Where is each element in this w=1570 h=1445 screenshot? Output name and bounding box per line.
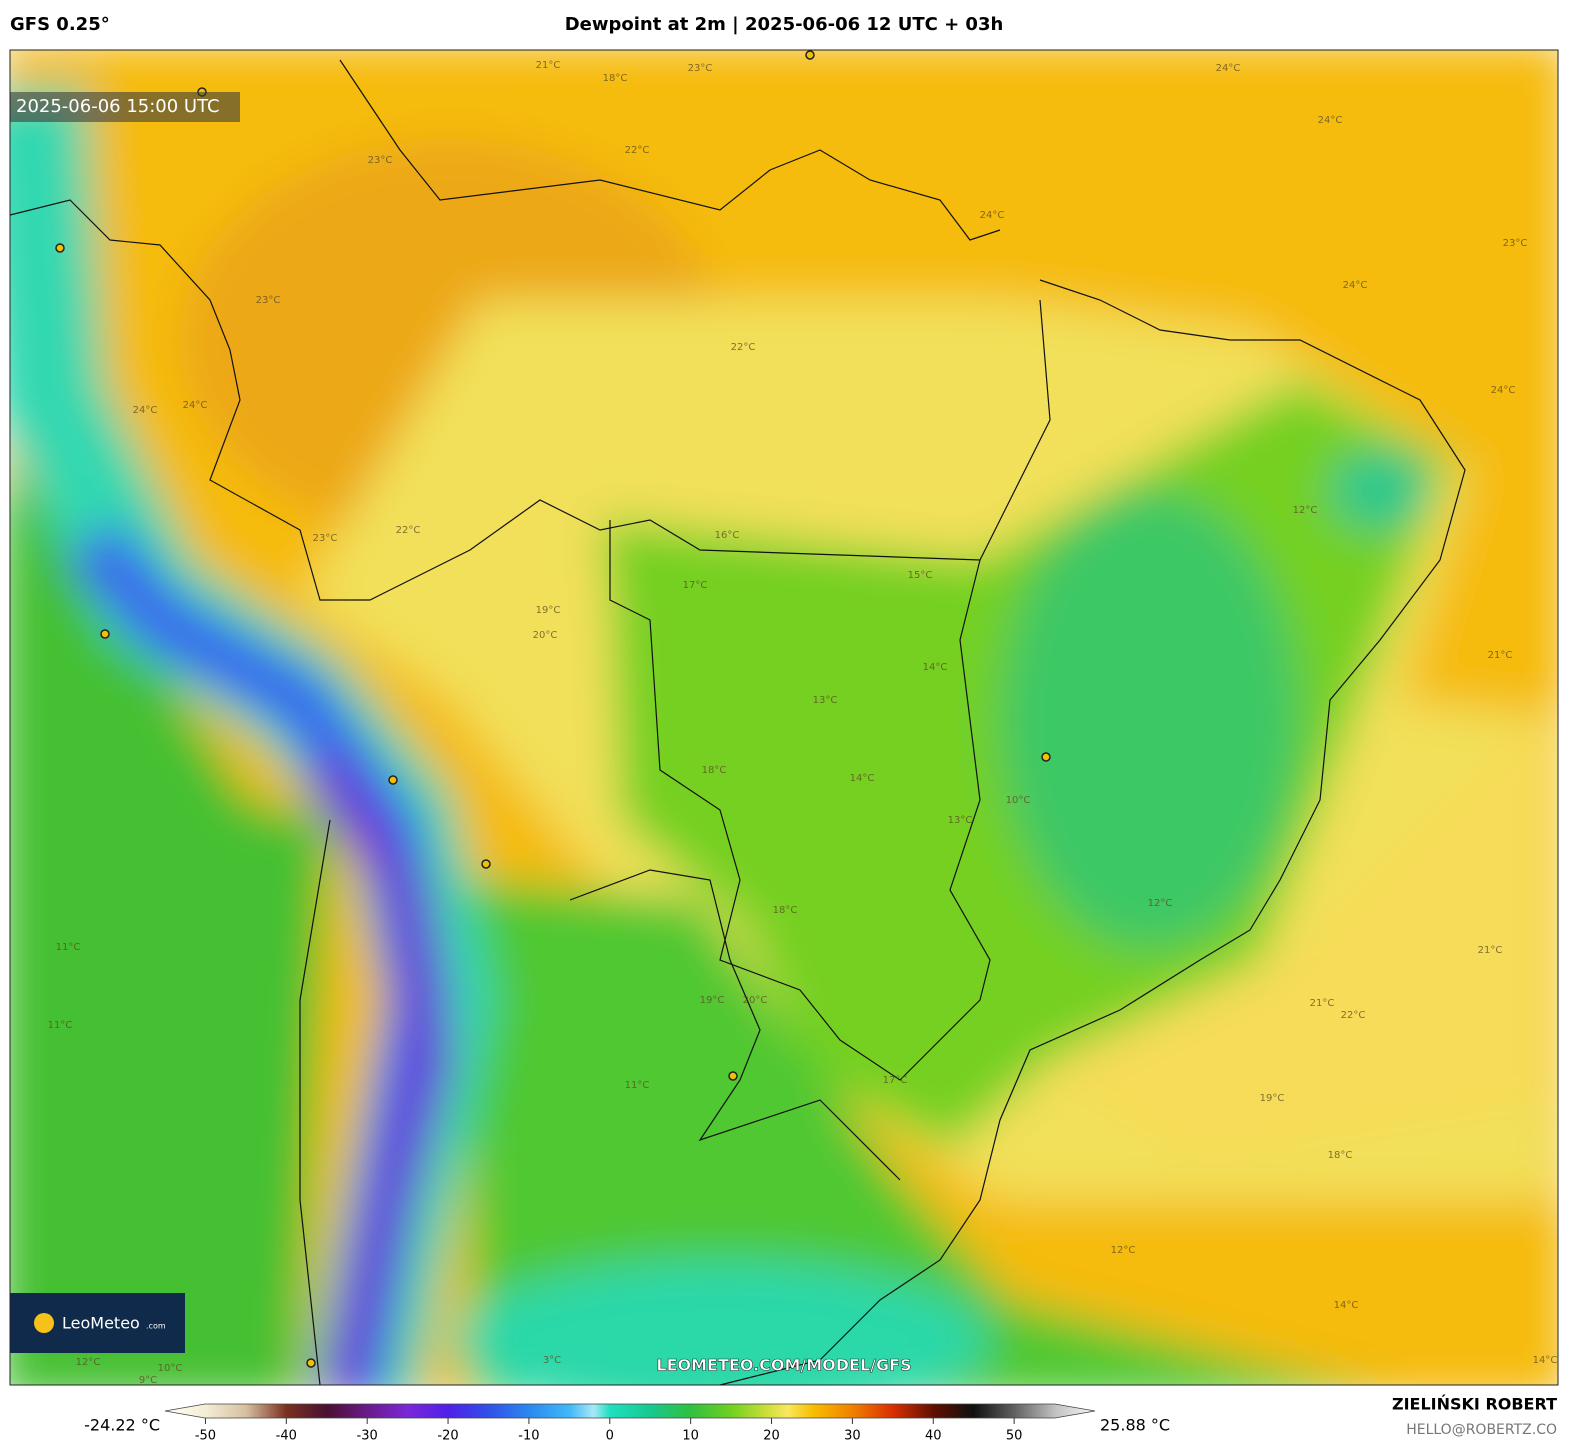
map: 21°C 18°C 23°C 24°C 24°C 22°C 23°C 24°C 23°C 24°C… (10, 50, 1558, 1386)
contour-label: 24°C (1318, 115, 1343, 126)
colorbar-tick-label: -20 (437, 1429, 458, 1444)
contour-label: 24°C (133, 405, 158, 416)
contour-label: 21°C (1488, 650, 1513, 661)
colorbar-min: -24.22 °C (84, 1416, 160, 1435)
contour-label: 18°C (1328, 1150, 1353, 1161)
contour-label: 18°C (773, 905, 798, 916)
contour-label: 21°C (536, 60, 561, 71)
contour-label: 19°C (536, 605, 561, 616)
contour-label: 22°C (396, 525, 421, 536)
colorbar-tick-label: 10 (682, 1429, 699, 1444)
contour-label: 23°C (313, 533, 338, 544)
colorbar-tick-label: -50 (195, 1429, 216, 1444)
colorbar-tick-label: 0 (606, 1429, 614, 1444)
contour-label: 3°C (543, 1355, 561, 1366)
time-badge (10, 92, 240, 122)
email: HELLO@ROBERTZ.CO (1406, 1422, 1557, 1438)
valid-time: 2025-06-06 15:00 UTC (16, 96, 220, 117)
contour-label: 12°C (1293, 505, 1318, 516)
contour-label: 13°C (948, 815, 973, 826)
contour-label: 12°C (1111, 1245, 1136, 1256)
map-frame (9, 49, 1559, 1386)
contour-labels: 21°C 18°C 23°C 24°C 24°C 22°C 23°C 24°C 23°C 24°C… (48, 60, 1558, 1386)
contour-label: 22°C (625, 145, 650, 156)
contour-label: 12°C (1148, 898, 1173, 909)
contour-label: 23°C (688, 63, 713, 74)
watermark: LEOMETEO.COM/MODEL/GFS (656, 1356, 911, 1375)
author: ZIELIŃSKI ROBERT (1392, 1395, 1557, 1414)
contour-label: 20°C (533, 630, 558, 641)
contour-label: 11°C (625, 1080, 650, 1091)
dewpoint-field (10, 50, 1558, 1385)
contour-label: 21°C (1478, 945, 1503, 956)
colorbar-tick-label: 50 (1006, 1429, 1023, 1444)
contour-label: 11°C (48, 1020, 73, 1031)
colorbar-tick-label: 30 (844, 1429, 861, 1444)
colorbar-tick-label: -10 (518, 1429, 539, 1444)
contour-label: 14°C (1533, 1355, 1558, 1366)
contour-label: 19°C (1260, 1093, 1285, 1104)
contour-label: 19°C (700, 995, 725, 1006)
contour-label: 24°C (183, 400, 208, 411)
contour-label: 20°C (743, 995, 768, 1006)
contour-label: 18°C (702, 765, 727, 776)
colorbar-bar (164, 1403, 1096, 1419)
borders (10, 59, 1466, 1385)
contour-label: 22°C (1341, 1010, 1366, 1021)
map-title: Dewpoint at 2m | 2025-06-06 12 UTC + 03h (565, 14, 1004, 35)
colorbar-tick-label: 40 (925, 1429, 942, 1444)
contour-label: 17°C (683, 580, 708, 591)
model-name: GFS 0.25° (10, 14, 110, 35)
contour-label: 11°C (56, 942, 81, 953)
contour-label: 10°C (1006, 795, 1031, 806)
colorbar: -24.22 °C 25.88 °C -50 -40 -30 -20 -10 0 10 20 3… (84, 1403, 1170, 1444)
contour-label: 18°C (603, 73, 628, 84)
cities (55, 50, 1051, 1368)
contour-label: 23°C (256, 295, 281, 306)
contour-label: 16°C (715, 530, 740, 541)
contour-label: 9°C (139, 1375, 157, 1386)
logo-name: LeoMeteo (62, 1314, 140, 1333)
contour-label: 24°C (980, 210, 1005, 221)
contour-label: 24°C (1491, 385, 1516, 396)
contour-label: 10°C (158, 1363, 183, 1374)
contour-label: 23°C (1503, 238, 1528, 249)
colorbar-max: 25.88 °C (1100, 1416, 1170, 1435)
contour-label: 24°C (1216, 63, 1241, 74)
colorbar-tick-label: 20 (763, 1429, 780, 1444)
contour-label: 23°C (368, 155, 393, 166)
logo-suffix: .com (146, 1322, 166, 1331)
contour-label: 21°C (1310, 998, 1335, 1009)
colorbar-tick-label: -30 (357, 1429, 378, 1444)
logo-sun (34, 1313, 54, 1333)
contour-label: 17°C (883, 1075, 908, 1086)
contour-label: 22°C (731, 342, 756, 353)
contour-label: 14°C (850, 773, 875, 784)
contour-label: 14°C (923, 662, 948, 673)
contour-label: 24°C (1343, 280, 1368, 291)
colorbar-tick-label: -40 (276, 1429, 297, 1444)
contour-label: 12°C (76, 1357, 101, 1368)
contour-label: 13°C (813, 695, 838, 706)
contour-label: 15°C (908, 570, 933, 581)
contour-label: 14°C (1334, 1300, 1359, 1311)
